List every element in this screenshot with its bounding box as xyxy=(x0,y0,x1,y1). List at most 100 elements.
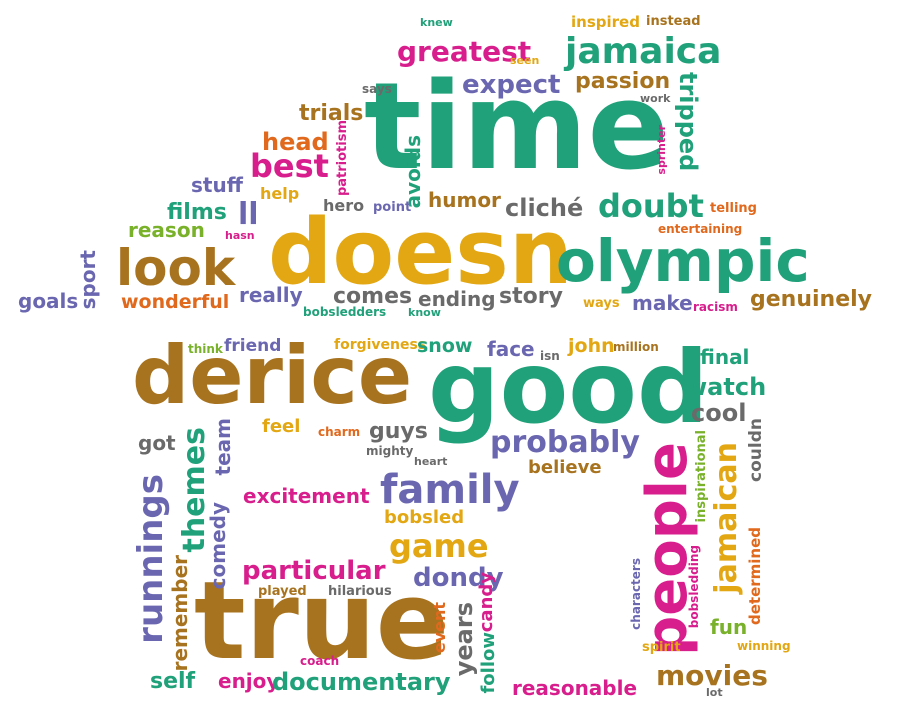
word-face: face xyxy=(487,337,535,361)
word-avoids: avoids xyxy=(401,135,425,209)
word-remember: remember xyxy=(168,555,192,672)
word-inspirational: inspirational xyxy=(694,430,709,523)
word-enjoy: enjoy xyxy=(218,669,280,693)
word-ending: ending xyxy=(418,287,496,311)
word-years: years xyxy=(450,602,478,677)
word-million: million xyxy=(613,340,659,354)
word-know: know xyxy=(408,306,441,319)
word-probably: probably xyxy=(490,425,640,460)
word-spirit: spirit xyxy=(642,640,681,655)
word-event: event xyxy=(430,602,449,654)
word-genuinely: genuinely xyxy=(750,287,872,312)
word-trials: trials xyxy=(299,101,364,126)
word-good: good xyxy=(428,329,709,446)
word-look: look xyxy=(116,239,236,297)
word-olympic: olympic xyxy=(556,227,810,295)
word-point: point xyxy=(373,200,412,215)
word-make: make xyxy=(632,291,693,315)
word-doubt: doubt xyxy=(598,187,704,225)
word-heart: heart xyxy=(414,455,448,468)
word-bobsledders: bobsledders xyxy=(303,305,387,319)
word-charm: charm xyxy=(318,425,361,439)
word-runnings: runnings xyxy=(131,474,171,644)
word-guys: guys xyxy=(369,419,428,444)
word-self: self xyxy=(150,669,196,694)
word-expect: expect xyxy=(462,70,561,100)
word-excitement: excitement xyxy=(243,484,370,508)
word-help: help xyxy=(260,184,300,203)
word-tripped: tripped xyxy=(674,72,702,172)
word-characters: characters xyxy=(629,558,643,630)
word-hasn: hasn xyxy=(225,229,255,242)
word-family: family xyxy=(380,467,520,513)
word-cliche: cliché xyxy=(505,194,584,222)
word-winning: winning xyxy=(737,639,791,653)
word-dondy: dondy xyxy=(413,563,504,593)
word-friend: friend xyxy=(224,336,282,356)
word-patriotism: patriotism xyxy=(335,120,350,197)
word-feel: feel xyxy=(262,416,301,437)
word-played: played xyxy=(258,584,307,599)
word-bobsledding: bobsledding xyxy=(687,545,701,629)
word-passion: passion xyxy=(575,69,671,94)
word-think: think xyxy=(188,342,223,356)
word-lot: lot xyxy=(706,686,723,699)
word-racism: racism xyxy=(693,300,738,314)
word-inspired: inspired xyxy=(571,13,640,31)
word-wonderful: wonderful xyxy=(121,291,230,313)
word-game: game xyxy=(389,527,489,565)
word-goals: goals xyxy=(18,289,79,313)
word-reason: reason xyxy=(128,218,205,242)
word-comes: comes xyxy=(333,284,413,309)
word-determined: determined xyxy=(746,527,764,626)
word-jamaican: jamaican xyxy=(709,442,744,594)
word-ways: ways xyxy=(583,296,620,311)
word-says: says xyxy=(362,82,392,96)
word-telling: telling xyxy=(710,201,757,216)
word-fun: fun xyxy=(710,615,748,639)
word-coach: coach xyxy=(300,654,340,668)
word-particular: particular xyxy=(242,556,386,586)
word-sport: sport xyxy=(76,250,100,310)
word-comedy: comedy xyxy=(206,502,230,590)
word-couldn: couldn xyxy=(746,418,766,482)
word-story: story xyxy=(499,284,563,309)
word-mighty: mighty xyxy=(366,444,414,458)
word-movies: movies xyxy=(656,659,768,692)
word-humor: humor xyxy=(428,188,501,212)
word-films: films xyxy=(167,200,227,225)
word-hero: hero xyxy=(323,196,365,215)
word-cool: cool xyxy=(691,399,747,427)
word-ll: ll xyxy=(238,197,259,232)
word-derice: derice xyxy=(132,329,413,422)
word-jamaica: jamaica xyxy=(565,31,722,72)
word-true: true xyxy=(194,559,450,684)
word-sprinter: sprinter xyxy=(655,125,668,175)
word-instead: instead xyxy=(646,14,701,29)
word-seen: seen xyxy=(510,54,540,67)
word-john: john xyxy=(568,335,615,357)
word-documentary: documentary xyxy=(272,668,451,696)
word-forgiveness: forgiveness xyxy=(334,337,427,353)
word-head: head xyxy=(262,128,329,156)
word-watch: watch xyxy=(685,373,767,401)
word-final: final xyxy=(700,345,750,369)
word-doesn: doesn xyxy=(268,200,573,305)
word-stuff: stuff xyxy=(191,173,243,197)
word-work: work xyxy=(640,92,671,105)
word-hilarious: hilarious xyxy=(328,584,392,599)
word-believe: believe xyxy=(528,457,602,478)
word-snow: snow xyxy=(417,335,473,357)
word-reasonable: reasonable xyxy=(512,676,638,700)
word-team: team xyxy=(211,418,235,476)
word-got: got xyxy=(138,431,176,455)
word-greatest: greatest xyxy=(397,35,532,68)
word-time: time xyxy=(364,58,669,197)
word-best: best xyxy=(250,147,329,185)
word-knew: knew xyxy=(420,16,453,29)
word-isn: isn xyxy=(540,349,560,363)
word-bobsled: bobsled xyxy=(384,507,465,528)
word-follow: follow xyxy=(478,632,499,694)
word-really: really xyxy=(239,283,303,307)
